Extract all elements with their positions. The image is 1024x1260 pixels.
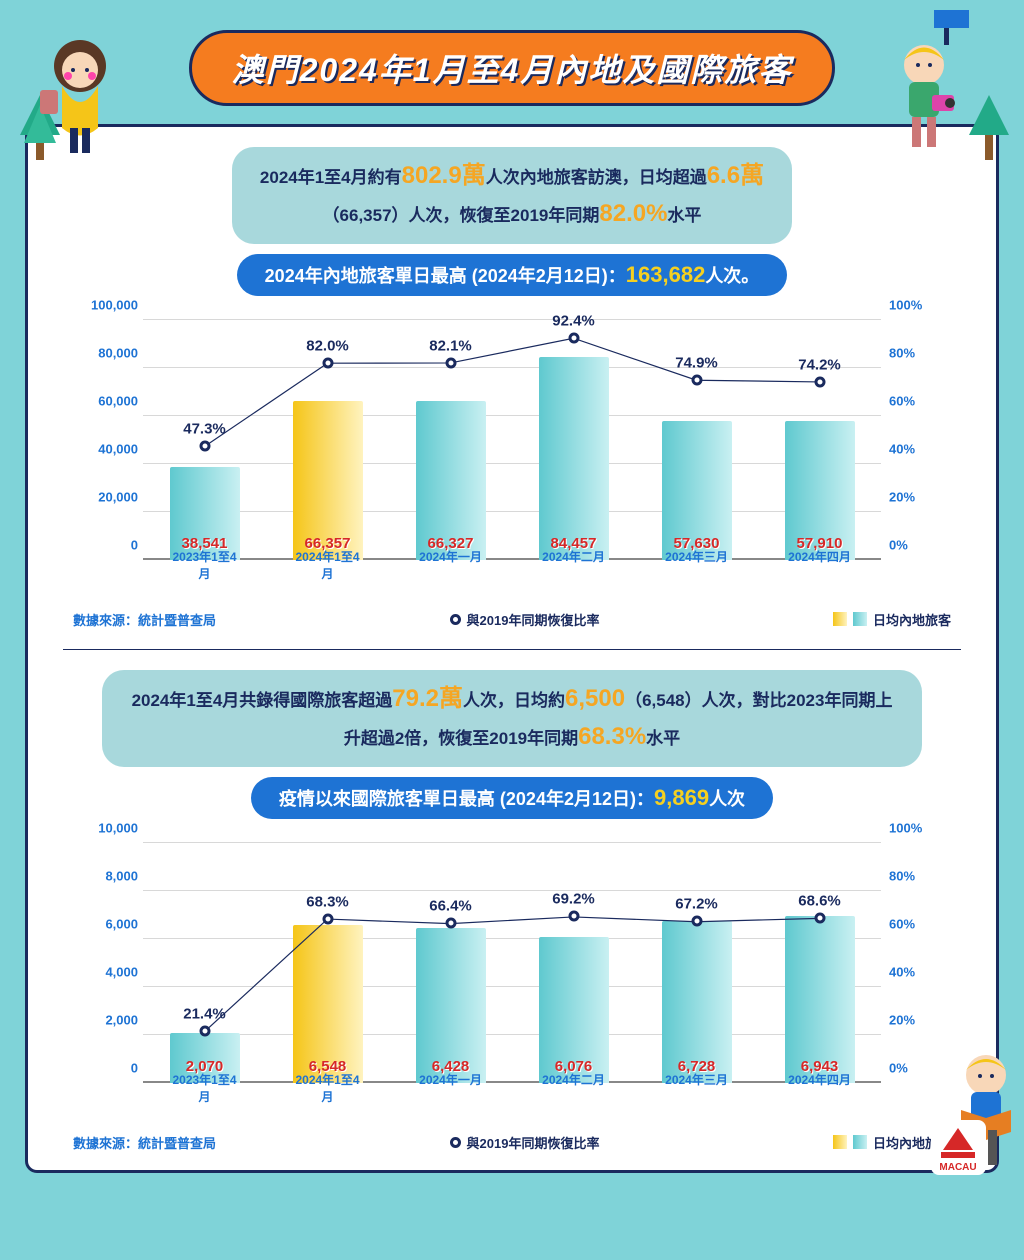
data-source: 數據來源：統計暨普查局 <box>73 610 216 629</box>
x-axis-label: 2024年一月 <box>415 548 487 582</box>
legend-line: 與2019年同期恢復比率 <box>450 610 600 629</box>
girl-illustration <box>30 28 140 158</box>
x-axis-label: 2023年1至4月 <box>169 548 241 582</box>
line-point-label: 74.2% <box>798 356 841 373</box>
boy-tourist-illustration <box>874 10 984 160</box>
line-point <box>814 912 825 923</box>
line-point <box>568 333 579 344</box>
section1-summary: 2024年1至4月約有802.9萬人次內地旅客訪澳，日均超過6.6萬 （66,3… <box>232 147 792 244</box>
page-title: 澳門2024年1月至4月內地及國際旅客 <box>232 45 793 91</box>
line-point-label: 68.6% <box>798 892 841 909</box>
section2-highlight: 疫情以來國際旅客單日最高 (2024年2月12日)：9,869人次 <box>251 777 773 819</box>
svg-text:MACAU: MACAU <box>939 1162 976 1173</box>
chart-international: 00%2,00020%4,00040%6,00060%8,00080%10,00… <box>73 833 951 1133</box>
section-divider <box>63 649 961 650</box>
line-point <box>199 1026 210 1037</box>
legend-line: 與2019年同期恢復比率 <box>450 1133 600 1152</box>
line-point <box>691 375 702 386</box>
chart-mainland: 00%20,00020%40,00040%60,00060%80,00080%1… <box>73 310 951 610</box>
line-point-label: 66.4% <box>429 898 472 915</box>
x-axis-label: 2024年1至4月 <box>292 1071 364 1105</box>
line-point <box>199 441 210 452</box>
x-axis-label: 2024年一月 <box>415 1071 487 1105</box>
line-point <box>445 918 456 929</box>
x-axis-label: 2024年1至4月 <box>292 548 364 582</box>
section2-summary: 2024年1至4月共錄得國際旅客超過79.2萬人次，日均約6,500（6,548… <box>102 670 922 767</box>
x-axis-label: 2024年二月 <box>538 548 610 582</box>
line-point-label: 21.4% <box>183 1006 226 1023</box>
legend-bar: 日均內地旅客 <box>833 610 951 629</box>
line-point-label: 82.0% <box>306 337 349 354</box>
line-point-label: 68.3% <box>306 893 349 910</box>
data-source: 數據來源：統計暨普查局 <box>73 1133 216 1152</box>
line-point-label: 92.4% <box>552 313 595 330</box>
section1-highlight: 2024年內地旅客單日最高 (2024年2月12日)：163,682人次。 <box>237 254 788 296</box>
x-axis-label: 2024年四月 <box>784 548 856 582</box>
line-point <box>322 357 333 368</box>
x-axis-label: 2024年三月 <box>661 1071 733 1105</box>
line-point <box>445 357 456 368</box>
x-axis-label: 2023年1至4月 <box>169 1071 241 1105</box>
line-point-label: 74.9% <box>675 355 718 372</box>
macau-logo: MACAU <box>931 1120 986 1175</box>
line-point <box>691 916 702 927</box>
line-point-label: 82.1% <box>429 337 472 354</box>
x-axis-label: 2024年四月 <box>784 1071 856 1105</box>
x-axis-label: 2024年三月 <box>661 548 733 582</box>
x-axis-label: 2024年二月 <box>538 1071 610 1105</box>
legend-row-2: 數據來源：統計暨普查局 與2019年同期恢復比率 日均內地旅客 <box>63 1133 961 1152</box>
main-panel: 2024年1至4月約有802.9萬人次內地旅客訪澳，日均超過6.6萬 （66,3… <box>25 124 999 1173</box>
legend-row-1: 數據來源：統計暨普查局 與2019年同期恢復比率 日均內地旅客 <box>63 610 961 629</box>
title-banner: 澳門2024年1月至4月內地及國際旅客 <box>189 30 836 106</box>
line-point-label: 47.3% <box>183 421 226 438</box>
line-point <box>814 376 825 387</box>
line-point-label: 69.2% <box>552 891 595 908</box>
line-point <box>568 911 579 922</box>
line-point <box>322 913 333 924</box>
line-point-label: 67.2% <box>675 896 718 913</box>
